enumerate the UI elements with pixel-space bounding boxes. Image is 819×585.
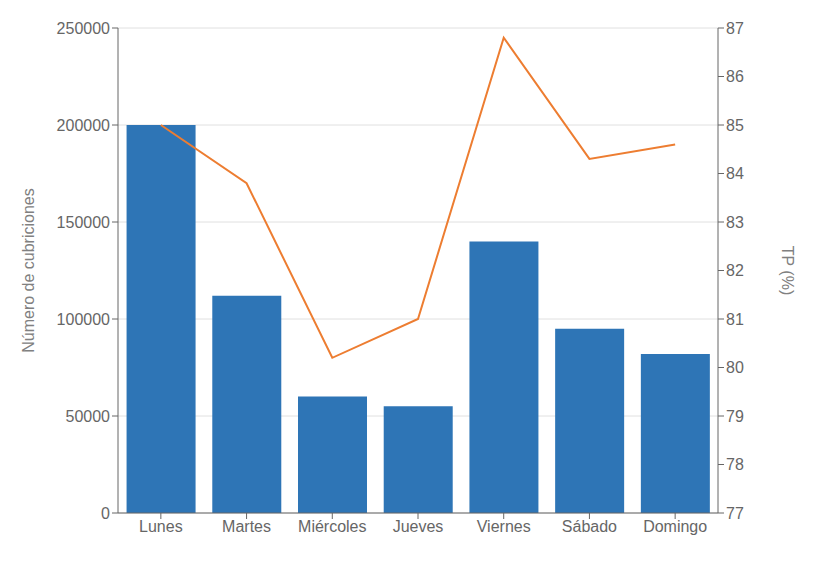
- svg-text:Miércoles: Miércoles: [298, 518, 366, 535]
- svg-text:Viernes: Viernes: [477, 518, 531, 535]
- svg-text:78: 78: [726, 456, 744, 473]
- svg-text:0: 0: [101, 505, 110, 522]
- svg-text:82: 82: [726, 262, 744, 279]
- svg-text:86: 86: [726, 68, 744, 85]
- svg-text:200000: 200000: [57, 117, 110, 134]
- svg-text:100000: 100000: [57, 311, 110, 328]
- svg-text:Número de cubriciones: Número de cubriciones: [20, 188, 37, 353]
- svg-text:77: 77: [726, 505, 744, 522]
- svg-text:85: 85: [726, 117, 744, 134]
- svg-text:Domingo: Domingo: [643, 518, 707, 535]
- svg-text:Jueves: Jueves: [393, 518, 444, 535]
- svg-text:250000: 250000: [57, 20, 110, 37]
- svg-text:87: 87: [726, 20, 744, 37]
- svg-text:84: 84: [726, 165, 744, 182]
- svg-text:Lunes: Lunes: [139, 518, 183, 535]
- svg-text:50000: 50000: [66, 408, 111, 425]
- svg-text:81: 81: [726, 311, 744, 328]
- svg-text:80: 80: [726, 359, 744, 376]
- svg-text:83: 83: [726, 214, 744, 231]
- svg-text:150000: 150000: [57, 214, 110, 231]
- svg-text:Martes: Martes: [222, 518, 271, 535]
- svg-text:TP (%): TP (%): [779, 246, 796, 295]
- svg-text:Sábado: Sábado: [562, 518, 617, 535]
- svg-text:79: 79: [726, 408, 744, 425]
